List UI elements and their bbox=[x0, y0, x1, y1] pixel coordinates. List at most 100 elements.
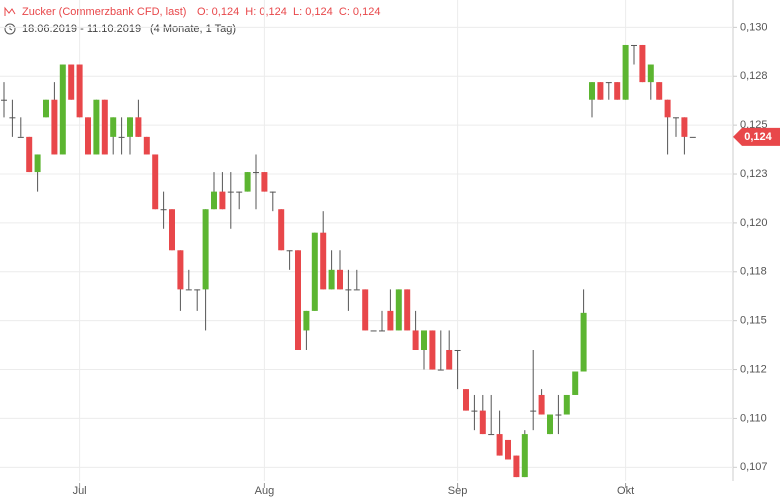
candle-body bbox=[211, 191, 217, 210]
y-tick-label: 0,128 bbox=[740, 70, 768, 82]
x-tick-label: Jul bbox=[73, 485, 87, 497]
y-tick-label: 0,118 bbox=[740, 266, 767, 278]
candle-body bbox=[656, 82, 663, 100]
candle-body bbox=[261, 172, 268, 192]
candle-body bbox=[286, 250, 293, 252]
candle-body bbox=[555, 414, 562, 416]
candle-body bbox=[68, 64, 75, 100]
y-tick-label: 0,120 bbox=[740, 217, 768, 229]
candle-body bbox=[278, 209, 285, 251]
last-price-label: 0,124 bbox=[744, 131, 772, 143]
candle-body bbox=[1, 99, 7, 101]
candle-body bbox=[43, 99, 49, 118]
candle-body bbox=[93, 99, 100, 155]
candle-body bbox=[337, 269, 343, 290]
chart-title: Zucker (Commerzbank CFD, last) bbox=[22, 6, 186, 18]
candle-body bbox=[639, 44, 646, 83]
candle-body bbox=[26, 136, 33, 173]
candle-body bbox=[412, 330, 419, 350]
x-tick-label: Okt bbox=[617, 485, 634, 497]
candle-body bbox=[631, 44, 637, 46]
candle-body bbox=[219, 191, 226, 210]
candle-body bbox=[269, 191, 276, 193]
candle-body bbox=[421, 330, 427, 350]
candle-body bbox=[589, 82, 595, 100]
y-tick-label: 0,123 bbox=[740, 168, 768, 180]
candle-body bbox=[143, 136, 150, 155]
candle-body bbox=[505, 439, 511, 460]
candle-body bbox=[34, 154, 41, 173]
candle-body bbox=[463, 389, 469, 411]
candle-body bbox=[673, 117, 679, 119]
candle-body bbox=[488, 434, 495, 436]
candle-body bbox=[236, 191, 243, 193]
candle-body bbox=[244, 172, 251, 192]
candle-body bbox=[404, 289, 411, 331]
candle-body bbox=[85, 117, 91, 155]
candle-body bbox=[395, 289, 402, 331]
x-tick-label: Sep bbox=[448, 485, 468, 497]
candle-body bbox=[177, 250, 184, 290]
candle-body bbox=[437, 369, 444, 371]
candle-body bbox=[664, 99, 671, 118]
date-range: 18.06.2019 - 11.10.2019 bbox=[22, 23, 141, 35]
candle-body bbox=[9, 117, 16, 119]
candle-body bbox=[580, 312, 587, 372]
candle-body bbox=[681, 117, 688, 137]
candle-body bbox=[160, 209, 167, 211]
candle-body bbox=[59, 64, 66, 155]
candle-body bbox=[647, 64, 654, 83]
candle-body bbox=[547, 414, 553, 435]
last-price-badge bbox=[733, 127, 780, 146]
candle-body bbox=[479, 410, 486, 435]
header-icon bbox=[4, 6, 16, 16]
candle-body bbox=[530, 410, 537, 412]
y-tick-label: 0,112 bbox=[740, 363, 767, 375]
candle-body bbox=[572, 371, 579, 395]
candle-body bbox=[429, 330, 436, 370]
candle-body bbox=[194, 289, 201, 291]
y-tick-label: 0,107 bbox=[740, 461, 768, 473]
candle-body bbox=[76, 64, 83, 118]
period: (4 Monate, 1 Tag) bbox=[150, 23, 236, 35]
candle-body bbox=[446, 349, 453, 370]
candle-body bbox=[521, 434, 528, 478]
candle-body bbox=[471, 410, 478, 412]
candle-body bbox=[614, 82, 621, 100]
candle-body bbox=[345, 289, 352, 291]
candle-body bbox=[169, 209, 175, 251]
candle-body bbox=[370, 330, 377, 332]
candle-body bbox=[597, 82, 604, 100]
candle-body bbox=[622, 44, 629, 100]
candle-body bbox=[605, 82, 612, 84]
candle-body bbox=[253, 172, 259, 174]
x-tick-label: Aug bbox=[255, 485, 275, 497]
candle-body bbox=[303, 310, 310, 331]
y-tick-label: 0,115 bbox=[740, 315, 767, 327]
candle-body bbox=[110, 117, 117, 137]
candle-body bbox=[135, 117, 142, 137]
candle-body bbox=[496, 434, 503, 456]
candle-body bbox=[185, 289, 192, 291]
y-tick-label: 0,110 bbox=[740, 412, 767, 424]
candle-body bbox=[295, 250, 301, 350]
candle-body bbox=[353, 289, 360, 291]
candle-body bbox=[454, 349, 461, 351]
candle-body bbox=[152, 154, 159, 210]
candle-body bbox=[51, 99, 58, 155]
candle-body bbox=[362, 289, 369, 331]
candle-body bbox=[202, 209, 209, 290]
candle-body bbox=[689, 136, 696, 138]
candle-body bbox=[118, 136, 125, 138]
ohlc-text: O: 0,124 H: 0,124 L: 0,124 C: 0,124 bbox=[197, 6, 380, 18]
candle-body bbox=[563, 394, 570, 415]
candle-body bbox=[311, 232, 318, 311]
candle-body bbox=[328, 269, 335, 290]
candle-body bbox=[320, 232, 327, 290]
candle-body bbox=[513, 455, 520, 478]
candle-body bbox=[227, 191, 234, 193]
y-tick-label: 0,130 bbox=[740, 21, 768, 33]
candle-body bbox=[379, 330, 385, 332]
